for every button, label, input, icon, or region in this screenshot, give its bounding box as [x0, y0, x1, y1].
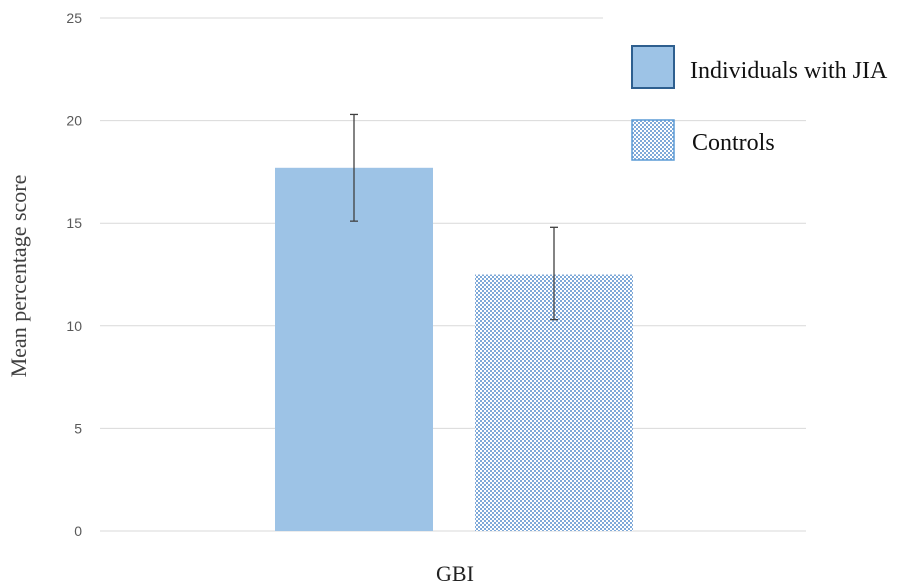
y-tick-label: 5 [74, 420, 82, 436]
y-tick-label: 0 [74, 523, 82, 539]
legend-swatch-jia [631, 45, 675, 89]
y-tick-labels: 0 5 10 15 20 25 [66, 10, 82, 539]
gridlines [100, 17, 806, 532]
error-bar [350, 113, 358, 222]
x-category-label: GBI [436, 561, 474, 586]
y-tick-label: 15 [66, 215, 82, 231]
bars [275, 167, 633, 531]
bar-individuals-with-jia [275, 167, 433, 531]
legend-swatch-controls [631, 119, 675, 161]
y-axis-label: Mean percentage score [6, 175, 31, 378]
legend-label-controls: Controls [692, 130, 775, 156]
error-bars [350, 113, 558, 321]
legend: Individuals with JIA Controls [631, 45, 888, 161]
y-tick-label: 25 [66, 10, 82, 26]
y-tick-label: 10 [66, 318, 82, 334]
error-bar [550, 226, 558, 321]
y-tick-label: 20 [66, 113, 82, 129]
legend-label-jia: Individuals with JIA [690, 58, 888, 84]
